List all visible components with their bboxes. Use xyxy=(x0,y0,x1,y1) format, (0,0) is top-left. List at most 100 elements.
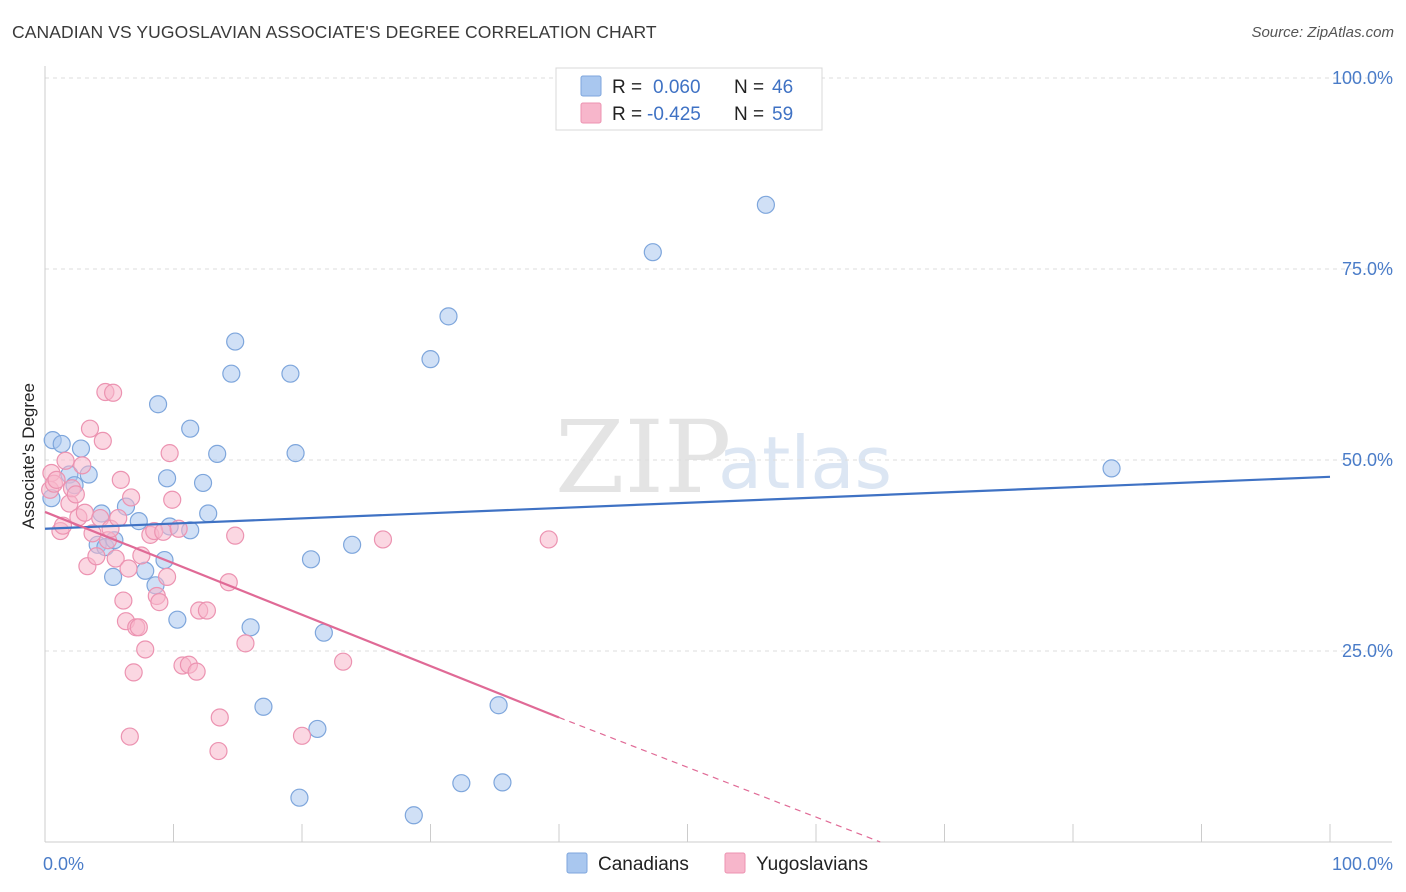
bottom-legend-swatch-yugoslavians xyxy=(724,852,746,874)
data-point-canadians xyxy=(452,774,471,793)
data-point-yugoslavians xyxy=(87,547,106,566)
data-point-canadians xyxy=(439,307,458,326)
y-tick-label: 75.0% xyxy=(1342,259,1393,279)
data-point-yugoslavians xyxy=(129,618,148,637)
data-point-canadians xyxy=(168,610,187,629)
data-point-yugoslavians xyxy=(209,741,228,761)
y-axis-label: Associate's Degree xyxy=(19,383,38,529)
data-point-canadians xyxy=(281,364,300,383)
data-point-canadians xyxy=(343,535,362,554)
data-point-canadians xyxy=(301,550,321,569)
data-point-yugoslavians xyxy=(373,530,393,549)
data-point-canadians xyxy=(181,419,200,438)
data-point-yugoslavians xyxy=(210,708,229,727)
data-point-canadians xyxy=(129,512,148,531)
watermark-zip: ZIP xyxy=(555,399,731,516)
data-point-canadians xyxy=(136,561,155,580)
data-point-canadians xyxy=(756,195,775,214)
data-point-yugoslavians xyxy=(111,470,130,489)
data-point-canadians xyxy=(52,434,71,454)
series-yugoslavians xyxy=(41,382,558,761)
data-point-yugoslavians xyxy=(236,634,255,653)
data-point-yugoslavians xyxy=(226,526,245,545)
legend-n-label-canadians: N = xyxy=(734,77,764,98)
data-point-yugoslavians xyxy=(150,593,169,612)
data-point-yugoslavians xyxy=(47,470,66,489)
axes xyxy=(44,66,1392,843)
bottom-legend-swatch-canadians xyxy=(566,852,588,874)
data-point-yugoslavians xyxy=(73,456,92,475)
data-point-canadians xyxy=(404,806,423,825)
data-point-canadians xyxy=(1102,459,1121,478)
data-point-yugoslavians xyxy=(124,663,143,682)
legend-r-value-yugoslavians: -0.425 xyxy=(647,104,701,125)
trend-line-canadians xyxy=(44,475,1331,530)
y-tick-label: 50.0% xyxy=(1342,450,1393,470)
legend-n-value-canadians: 46 xyxy=(772,77,793,98)
data-point-yugoslavians xyxy=(114,591,133,610)
data-point-canadians xyxy=(148,395,168,414)
legend-swatch-canadians xyxy=(580,75,602,97)
data-point-yugoslavians xyxy=(109,508,128,528)
data-point-canadians xyxy=(489,696,508,715)
data-point-canadians xyxy=(290,788,309,807)
data-point-yugoslavians xyxy=(119,559,138,578)
data-point-yugoslavians xyxy=(121,488,141,507)
data-point-yugoslavians xyxy=(187,662,206,681)
trend-line-extension-yugoslavians xyxy=(558,716,881,843)
data-point-yugoslavians xyxy=(104,383,123,402)
data-point-yugoslavians xyxy=(197,601,217,620)
data-point-canadians xyxy=(241,618,260,637)
y-tick-label: 25.0% xyxy=(1342,641,1393,661)
x-tick-label: 100.0% xyxy=(1332,854,1393,874)
y-tick-label: 100.0% xyxy=(1332,68,1393,88)
chart-title: CANADIAN VS YUGOSLAVIAN ASSOCIATE'S DEGR… xyxy=(12,22,657,42)
data-point-yugoslavians xyxy=(93,431,112,450)
data-point-yugoslavians xyxy=(160,444,179,463)
data-point-yugoslavians xyxy=(154,522,173,541)
data-point-yugoslavians xyxy=(157,567,177,586)
data-point-canadians xyxy=(308,719,327,739)
data-point-canadians xyxy=(222,364,241,383)
data-point-yugoslavians xyxy=(334,652,353,671)
legend-n-value-yugoslavians: 59 xyxy=(772,104,793,125)
grid-lines xyxy=(45,77,1392,652)
legend-r-value-canadians: 0.060 xyxy=(653,77,701,98)
legend-swatch-yugoslavians xyxy=(580,102,602,124)
data-point-canadians xyxy=(226,332,245,351)
data-point-canadians xyxy=(199,504,218,523)
data-point-yugoslavians xyxy=(66,485,85,504)
data-point-yugoslavians xyxy=(75,503,94,522)
data-point-canadians xyxy=(193,473,213,493)
trend-lines xyxy=(44,475,1331,843)
watermark-atlas: atlas xyxy=(718,421,892,505)
series-legend: Canadians Yugoslavians xyxy=(566,852,868,875)
data-point-yugoslavians xyxy=(80,419,100,438)
data-point-yugoslavians xyxy=(106,549,125,568)
data-point-canadians xyxy=(643,243,662,262)
data-point-canadians xyxy=(421,350,440,369)
data-point-yugoslavians xyxy=(136,640,155,659)
data-point-canadians xyxy=(208,444,227,463)
data-point-yugoslavians xyxy=(163,490,182,509)
bottom-legend-label-yugoslavians: Yugoslavians xyxy=(756,854,868,875)
x-tick-label: 0.0% xyxy=(43,854,84,874)
x-tick-labels: 0.0% 100.0% xyxy=(43,854,1393,874)
data-point-yugoslavians xyxy=(539,530,558,549)
data-point-canadians xyxy=(286,444,305,463)
trend-line-yugoslavians xyxy=(44,510,560,719)
legend-r-label-yugoslavians: R = xyxy=(612,104,642,125)
legend-n-label-yugoslavians: N = xyxy=(734,104,764,125)
data-point-yugoslavians xyxy=(56,451,75,470)
legend-r-label-canadians: R = xyxy=(612,77,642,98)
source-label: Source: ZipAtlas.com xyxy=(1251,24,1394,41)
data-point-canadians xyxy=(157,469,177,488)
data-point-canadians xyxy=(254,697,273,716)
data-point-yugoslavians xyxy=(120,727,139,746)
y-tick-labels: 100.0% 75.0% 50.0% 25.0% xyxy=(1332,68,1393,661)
data-point-canadians xyxy=(493,773,512,792)
correlation-legend: R = 0.060 N = 46 R = -0.425 N = 59 xyxy=(555,67,823,131)
data-point-canadians xyxy=(104,567,123,586)
data-point-canadians xyxy=(71,439,91,458)
